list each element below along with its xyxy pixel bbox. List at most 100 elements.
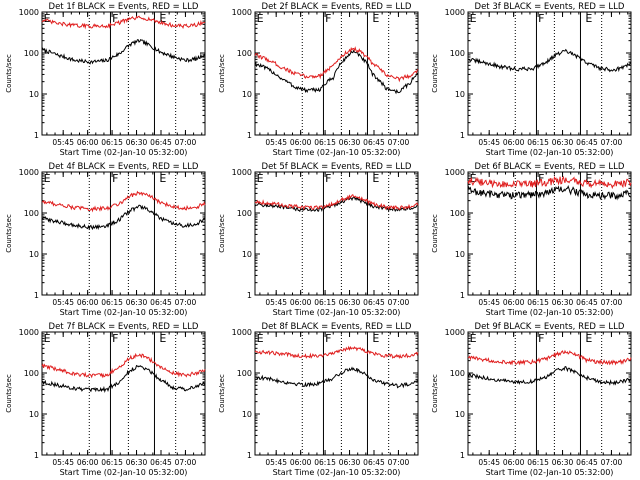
region-label: E	[44, 332, 51, 345]
y-tick-label: 1	[247, 291, 252, 300]
y-axis-label: Counts/sec	[431, 214, 439, 253]
y-tick-label: 1000	[232, 8, 252, 17]
y-tick-label: 1000	[232, 328, 252, 337]
region-label: F	[112, 332, 118, 345]
region-label: F	[325, 12, 331, 25]
x-tick-label: 07:00	[175, 458, 197, 467]
x-tick-label: 05:45	[52, 138, 74, 147]
y-tick-label: 1000	[445, 8, 465, 17]
y-tick-label: 1	[34, 131, 39, 140]
plot-frame	[467, 11, 632, 136]
detector-panel: Det 1f BLACK = Events, RED = LLD 1 10 100 10…	[5, 2, 206, 157]
region-label: F	[112, 12, 118, 25]
x-tick-label: 05:45	[265, 458, 287, 467]
y-axis-label: Counts/sec	[5, 54, 13, 93]
x-tick-label: 06:15	[314, 138, 336, 147]
x-axis-label: Start Time (02-Jan-10 05:32:00)	[273, 308, 401, 317]
detector-panel: Det 6f BLACK = Events, RED = LLD 1 10 100 10…	[431, 162, 632, 317]
region-label: E	[585, 172, 592, 185]
x-tick-label: 05:45	[478, 458, 500, 467]
y-tick-label: 100	[450, 209, 465, 218]
region-label: E	[470, 332, 477, 345]
x-tick-label: 06:30	[339, 458, 361, 467]
region-label: F	[112, 172, 118, 185]
events-series-line	[254, 366, 419, 389]
x-tick-label: 06:45	[363, 298, 385, 307]
x-tick-label: 06:30	[552, 138, 574, 147]
region-label: F	[325, 332, 331, 345]
x-tick-label: 06:45	[576, 458, 598, 467]
events-series-line	[254, 49, 419, 95]
y-tick-label: 10	[242, 410, 252, 419]
detector-panel: Det 2f BLACK = Events, RED = LLD 1 10 100 10…	[218, 2, 419, 157]
lld-series-line	[254, 193, 419, 211]
region-label: E	[372, 172, 379, 185]
region-label: E	[372, 332, 379, 345]
x-tick-label: 07:00	[175, 138, 197, 147]
x-tick-label: 06:15	[101, 298, 123, 307]
region-label: E	[470, 172, 477, 185]
x-tick-label: 07:00	[175, 298, 197, 307]
y-tick-label: 10	[29, 90, 39, 99]
y-tick-label: 100	[24, 49, 39, 58]
events-series-line	[467, 185, 632, 201]
plot-frame	[467, 331, 632, 456]
region-label: E	[159, 332, 166, 345]
y-tick-label: 10	[29, 410, 39, 419]
x-tick-label: 06:15	[314, 298, 336, 307]
y-tick-label: 10	[455, 250, 465, 259]
y-tick-label: 1	[460, 291, 465, 300]
x-tick-label: 07:00	[601, 138, 623, 147]
region-label: F	[538, 332, 544, 345]
region-label: F	[325, 172, 331, 185]
x-tick-label: 06:30	[126, 298, 148, 307]
y-tick-label: 1000	[445, 328, 465, 337]
detector-panel: Det 3f BLACK = Events, RED = LLD 1 10 100 10…	[431, 2, 632, 157]
y-tick-label: 1000	[19, 8, 39, 17]
x-tick-label: 06:30	[339, 138, 361, 147]
x-tick-label: 07:00	[388, 138, 410, 147]
x-tick-label: 06:45	[363, 458, 385, 467]
x-axis-label: Start Time (02-Jan-10 05:32:00)	[486, 148, 614, 157]
panel-title: Det 7f BLACK = Events, RED = LLD	[49, 322, 199, 332]
y-tick-label: 100	[450, 49, 465, 58]
region-label: E	[470, 12, 477, 25]
y-tick-label: 100	[24, 209, 39, 218]
plot-frame	[41, 171, 206, 296]
events-series-line	[41, 38, 206, 65]
x-tick-label: 06:15	[527, 458, 549, 467]
x-tick-label: 06:30	[552, 458, 574, 467]
plot-frame	[254, 11, 419, 136]
y-tick-label: 10	[242, 250, 252, 259]
x-tick-label: 06:00	[77, 138, 99, 147]
x-tick-label: 06:45	[576, 138, 598, 147]
detector-panel: Det 9f BLACK = Events, RED = LLD 1 10 100 10…	[431, 322, 632, 477]
lld-series-line	[254, 345, 419, 359]
y-tick-label: 10	[242, 90, 252, 99]
plot-frame	[41, 331, 206, 456]
x-axis-label: Start Time (02-Jan-10 05:32:00)	[60, 468, 188, 477]
x-tick-label: 05:45	[52, 298, 74, 307]
panel-title: Det 4f BLACK = Events, RED = LLD	[49, 162, 199, 172]
x-axis-label: Start Time (02-Jan-10 05:32:00)	[486, 468, 614, 477]
x-axis-label: Start Time (02-Jan-10 05:32:00)	[273, 468, 401, 477]
y-axis-label: Counts/sec	[5, 374, 13, 413]
x-tick-label: 06:15	[101, 138, 123, 147]
y-tick-label: 100	[237, 209, 252, 218]
y-tick-label: 1000	[19, 328, 39, 337]
y-tick-label: 1	[460, 131, 465, 140]
x-tick-label: 06:30	[126, 138, 148, 147]
y-tick-label: 100	[450, 369, 465, 378]
y-tick-label: 1000	[232, 168, 252, 177]
x-tick-label: 05:45	[52, 458, 74, 467]
y-tick-label: 100	[237, 369, 252, 378]
plot-frame	[41, 11, 206, 136]
y-tick-label: 1000	[445, 168, 465, 177]
x-tick-label: 06:00	[503, 138, 525, 147]
x-tick-label: 06:00	[503, 458, 525, 467]
panel-title: Det 9f BLACK = Events, RED = LLD	[475, 322, 625, 332]
region-label: E	[159, 172, 166, 185]
lld-series-line	[41, 190, 206, 213]
x-tick-label: 06:45	[150, 458, 172, 467]
x-tick-label: 05:45	[478, 298, 500, 307]
